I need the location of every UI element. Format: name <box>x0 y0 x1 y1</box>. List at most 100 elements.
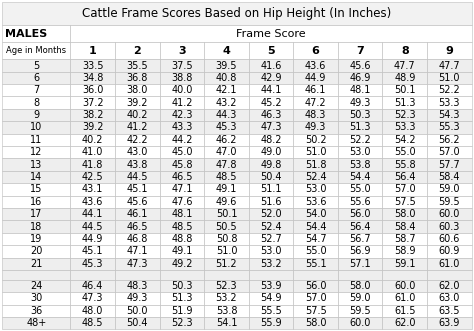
FancyBboxPatch shape <box>115 42 160 59</box>
FancyBboxPatch shape <box>71 220 115 233</box>
FancyBboxPatch shape <box>204 109 249 121</box>
Text: 9: 9 <box>33 110 39 120</box>
FancyBboxPatch shape <box>160 121 204 134</box>
Text: 45.1: 45.1 <box>82 246 103 257</box>
Text: 52.4: 52.4 <box>260 221 282 232</box>
Text: 16: 16 <box>30 197 43 207</box>
FancyBboxPatch shape <box>160 270 204 280</box>
Text: 51.6: 51.6 <box>260 197 282 207</box>
FancyBboxPatch shape <box>293 72 338 84</box>
Text: 24: 24 <box>30 281 43 291</box>
FancyBboxPatch shape <box>249 121 293 134</box>
FancyBboxPatch shape <box>293 208 338 220</box>
Text: 54.4: 54.4 <box>349 172 371 182</box>
FancyBboxPatch shape <box>427 245 472 258</box>
Text: 40.2: 40.2 <box>127 110 148 120</box>
Text: 18: 18 <box>30 221 43 232</box>
FancyBboxPatch shape <box>338 134 383 146</box>
FancyBboxPatch shape <box>338 146 383 159</box>
FancyBboxPatch shape <box>2 59 71 72</box>
FancyBboxPatch shape <box>71 59 115 72</box>
FancyBboxPatch shape <box>249 292 293 305</box>
FancyBboxPatch shape <box>383 220 427 233</box>
Text: 38.2: 38.2 <box>82 110 103 120</box>
FancyBboxPatch shape <box>2 183 71 196</box>
Text: 8: 8 <box>33 98 39 108</box>
FancyBboxPatch shape <box>383 134 427 146</box>
Text: 49.8: 49.8 <box>260 160 282 170</box>
FancyBboxPatch shape <box>115 245 160 258</box>
Text: 51.3: 51.3 <box>171 293 192 304</box>
Text: 59.0: 59.0 <box>349 293 371 304</box>
Text: 58.4: 58.4 <box>394 221 416 232</box>
Text: 37.2: 37.2 <box>82 98 103 108</box>
Text: 60.0: 60.0 <box>438 209 460 219</box>
FancyBboxPatch shape <box>2 2 472 25</box>
Text: 63.9: 63.9 <box>438 318 460 328</box>
Text: 53.8: 53.8 <box>216 306 237 316</box>
FancyBboxPatch shape <box>427 97 472 109</box>
FancyBboxPatch shape <box>204 317 249 329</box>
Text: 48.8: 48.8 <box>171 234 192 244</box>
FancyBboxPatch shape <box>160 171 204 183</box>
FancyBboxPatch shape <box>293 317 338 329</box>
Text: 50.5: 50.5 <box>216 221 237 232</box>
Text: 60.0: 60.0 <box>349 318 371 328</box>
FancyBboxPatch shape <box>115 59 160 72</box>
FancyBboxPatch shape <box>427 159 472 171</box>
Text: 60.9: 60.9 <box>438 246 460 257</box>
FancyBboxPatch shape <box>338 97 383 109</box>
FancyBboxPatch shape <box>383 42 427 59</box>
Text: 19: 19 <box>30 234 43 244</box>
Text: 54.0: 54.0 <box>305 209 327 219</box>
FancyBboxPatch shape <box>160 280 204 292</box>
FancyBboxPatch shape <box>160 258 204 270</box>
Text: 39.2: 39.2 <box>82 122 103 132</box>
Text: 44.5: 44.5 <box>127 172 148 182</box>
FancyBboxPatch shape <box>160 220 204 233</box>
FancyBboxPatch shape <box>249 317 293 329</box>
FancyBboxPatch shape <box>427 196 472 208</box>
FancyBboxPatch shape <box>249 233 293 245</box>
Text: 52.2: 52.2 <box>349 135 371 145</box>
Text: 8: 8 <box>401 46 409 56</box>
Text: 11: 11 <box>30 135 43 145</box>
Text: 44.2: 44.2 <box>171 135 192 145</box>
FancyBboxPatch shape <box>249 146 293 159</box>
Text: 49.3: 49.3 <box>305 122 326 132</box>
FancyBboxPatch shape <box>249 208 293 220</box>
FancyBboxPatch shape <box>71 258 115 270</box>
FancyBboxPatch shape <box>383 292 427 305</box>
FancyBboxPatch shape <box>204 258 249 270</box>
FancyBboxPatch shape <box>249 196 293 208</box>
Text: 47.3: 47.3 <box>127 259 148 269</box>
FancyBboxPatch shape <box>204 97 249 109</box>
Text: 51.3: 51.3 <box>349 122 371 132</box>
Text: 5: 5 <box>33 61 39 71</box>
FancyBboxPatch shape <box>2 109 71 121</box>
FancyBboxPatch shape <box>204 84 249 97</box>
FancyBboxPatch shape <box>204 292 249 305</box>
FancyBboxPatch shape <box>383 146 427 159</box>
Text: 46.5: 46.5 <box>171 172 192 182</box>
Text: 44.5: 44.5 <box>82 221 103 232</box>
FancyBboxPatch shape <box>160 305 204 317</box>
FancyBboxPatch shape <box>338 208 383 220</box>
FancyBboxPatch shape <box>293 42 338 59</box>
Text: 9: 9 <box>446 46 453 56</box>
FancyBboxPatch shape <box>2 159 71 171</box>
Text: 49.2: 49.2 <box>171 259 192 269</box>
Text: 48.1: 48.1 <box>349 85 371 95</box>
FancyBboxPatch shape <box>160 317 204 329</box>
Text: 1: 1 <box>89 46 97 56</box>
Text: 53.0: 53.0 <box>260 246 282 257</box>
Text: 45.3: 45.3 <box>82 259 103 269</box>
FancyBboxPatch shape <box>2 42 71 59</box>
Text: 56.4: 56.4 <box>349 221 371 232</box>
FancyBboxPatch shape <box>249 270 293 280</box>
Text: 36: 36 <box>30 306 43 316</box>
Text: 3: 3 <box>178 46 186 56</box>
Text: 48.0: 48.0 <box>82 306 103 316</box>
FancyBboxPatch shape <box>71 270 115 280</box>
FancyBboxPatch shape <box>427 171 472 183</box>
